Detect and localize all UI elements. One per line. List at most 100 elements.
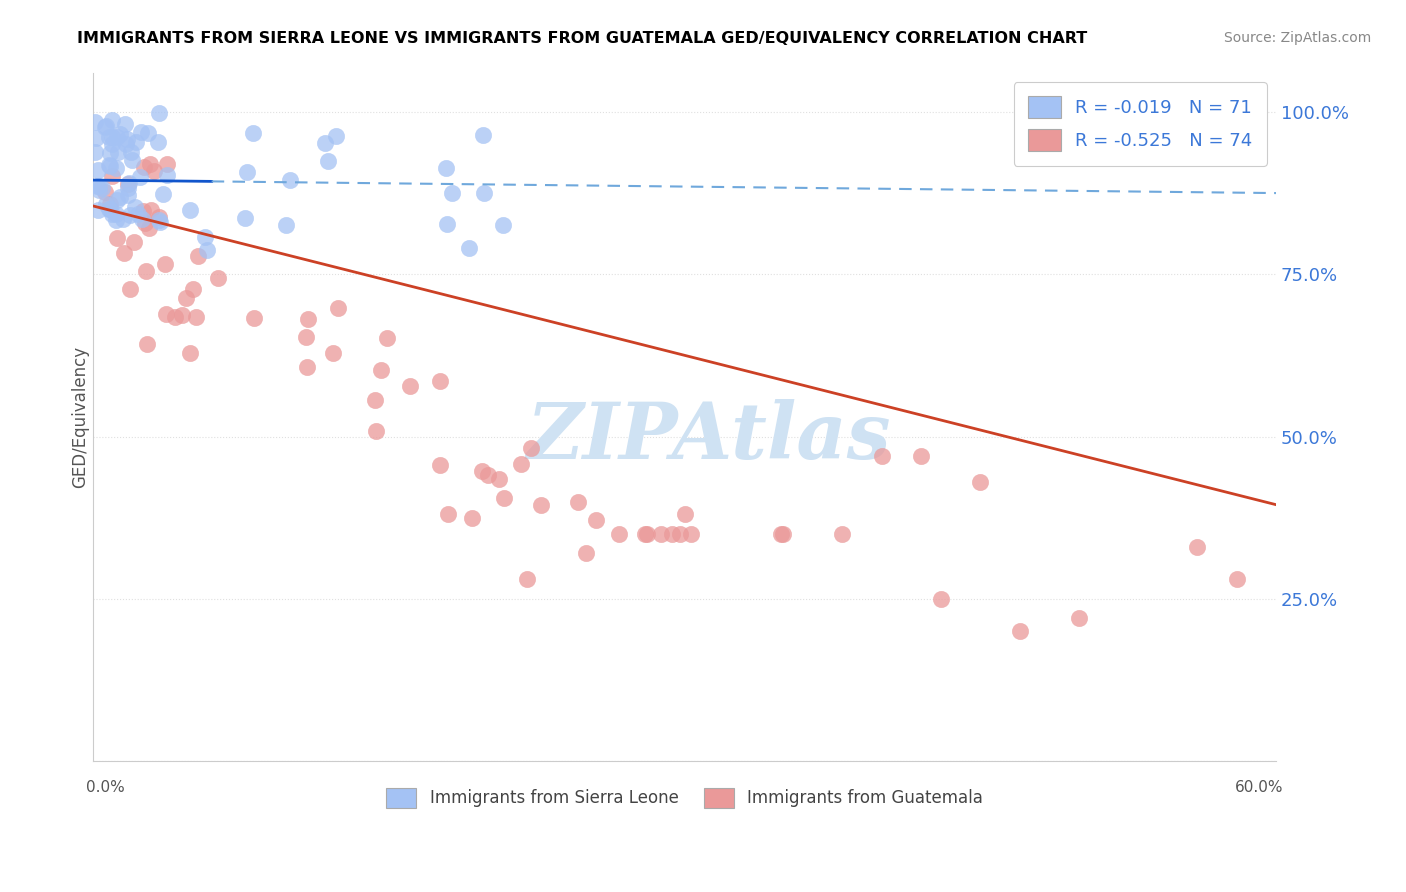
Point — [243, 310, 266, 325]
Point — [194, 230, 217, 244]
Point — [370, 363, 392, 377]
Point — [101, 207, 124, 221]
Point — [97, 130, 120, 145]
Point — [673, 508, 696, 522]
Point — [429, 458, 451, 473]
Point — [122, 235, 145, 249]
Point — [98, 146, 121, 161]
Point — [136, 126, 159, 140]
Point — [274, 218, 297, 232]
Point — [458, 241, 481, 255]
Point — [139, 157, 162, 171]
Point — [118, 176, 141, 190]
Point — [1067, 611, 1090, 625]
Point — [636, 527, 658, 541]
Point — [104, 207, 127, 221]
Point — [1225, 572, 1247, 586]
Point — [236, 165, 259, 179]
Point — [134, 216, 156, 230]
Point — [93, 120, 115, 134]
Point — [138, 221, 160, 235]
Text: IMMIGRANTS FROM SIERRA LEONE VS IMMIGRANTS FROM GUATEMALA GED/EQUIVALENCY CORREL: IMMIGRANTS FROM SIERRA LEONE VS IMMIGRAN… — [77, 31, 1088, 46]
Point — [101, 137, 124, 152]
Point — [530, 499, 553, 513]
Point — [316, 153, 339, 168]
Point — [207, 270, 229, 285]
Point — [117, 187, 139, 202]
Point — [111, 212, 134, 227]
Point — [107, 145, 129, 159]
Point — [429, 375, 451, 389]
Point — [471, 128, 494, 142]
Point — [187, 249, 209, 263]
Point — [98, 202, 121, 216]
Point — [492, 491, 515, 506]
Point — [100, 197, 122, 211]
Point — [377, 331, 399, 345]
Point — [471, 464, 494, 478]
Point — [87, 183, 110, 197]
Point — [176, 291, 198, 305]
Point — [831, 527, 853, 541]
Point — [163, 310, 186, 324]
Point — [94, 119, 117, 133]
Point — [772, 527, 794, 541]
Point — [520, 442, 543, 456]
Point — [115, 132, 138, 146]
Point — [661, 527, 683, 541]
Point — [142, 164, 165, 178]
Point — [107, 194, 129, 208]
Point — [179, 202, 201, 217]
Point — [510, 458, 533, 472]
Point — [94, 185, 117, 199]
Point — [148, 106, 170, 120]
Point — [129, 169, 152, 184]
Point — [242, 126, 264, 140]
Point — [84, 145, 107, 159]
Point — [124, 200, 146, 214]
Point — [114, 136, 136, 151]
Point — [97, 158, 120, 172]
Point — [366, 424, 388, 438]
Point — [86, 163, 108, 178]
Point — [461, 510, 484, 524]
Point — [434, 161, 457, 175]
Point — [364, 392, 387, 407]
Point — [184, 310, 207, 325]
Point — [101, 130, 124, 145]
Point — [314, 136, 336, 150]
Point — [155, 307, 177, 321]
Point — [149, 215, 172, 229]
Point — [110, 190, 132, 204]
Point — [152, 187, 174, 202]
Point — [492, 218, 515, 232]
Point — [440, 186, 463, 200]
Point — [969, 475, 991, 489]
Point — [127, 207, 149, 221]
Point — [117, 177, 139, 191]
Text: Source: ZipAtlas.com: Source: ZipAtlas.com — [1223, 31, 1371, 45]
Point — [516, 572, 538, 586]
Text: ZIPAtlas: ZIPAtlas — [526, 400, 890, 476]
Point — [98, 202, 121, 217]
Point — [181, 282, 204, 296]
Point — [135, 264, 157, 278]
Point — [132, 203, 155, 218]
Point — [156, 168, 179, 182]
Point — [607, 527, 630, 541]
Point — [669, 527, 692, 541]
Point — [84, 115, 107, 129]
Point — [567, 494, 589, 508]
Point — [108, 127, 131, 141]
Point — [120, 145, 142, 160]
Point — [134, 160, 156, 174]
Point — [105, 213, 128, 227]
Point — [325, 129, 347, 144]
Point — [477, 468, 499, 483]
Point — [681, 527, 703, 541]
Point — [488, 472, 510, 486]
Point — [87, 203, 110, 218]
Y-axis label: GED/Equivalency: GED/Equivalency — [72, 346, 89, 488]
Point — [84, 131, 107, 145]
Point — [155, 157, 177, 171]
